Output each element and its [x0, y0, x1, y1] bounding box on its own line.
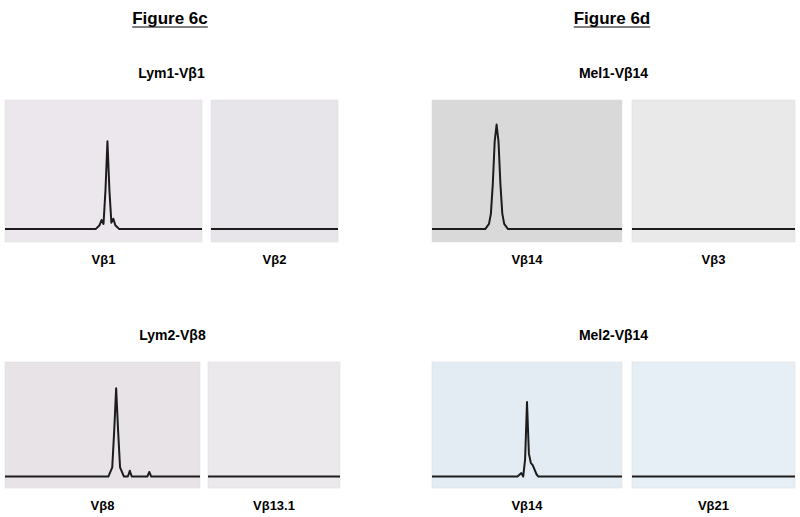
figure-heading: Figure 6d [574, 9, 651, 28]
plot-area [632, 100, 795, 242]
marks [208, 476, 340, 477]
panel [5, 362, 200, 488]
x-label: Vβ3 [702, 252, 726, 267]
panel [211, 100, 338, 242]
x-label: Vβ2 [263, 252, 287, 267]
x-label: Vβ14 [511, 252, 543, 267]
trace [5, 141, 202, 229]
x-label: Vβ21 [698, 498, 729, 513]
marks [432, 402, 622, 476]
trace [5, 388, 200, 476]
panel-title: Mel2-Vβ14 [579, 327, 648, 343]
plot-area [632, 362, 795, 488]
trace [632, 476, 795, 478]
plot-area [432, 362, 622, 488]
figure: Figure 6c Figure 6d Vβ1 Lym1-Vβ1 Vβ2 Vβ8 Lym2-… [0, 0, 800, 517]
plot-area [211, 100, 338, 242]
panel [432, 100, 622, 242]
panel-title: Mel1-Vβ14 [579, 65, 648, 81]
marks [211, 229, 338, 230]
plot-area [208, 362, 340, 488]
x-label: Vβ1 [92, 252, 116, 267]
plot-area [432, 100, 622, 242]
panel [632, 362, 795, 488]
heading-underline [574, 26, 651, 27]
x-label: Vβ8 [91, 498, 115, 513]
trace [211, 228, 338, 230]
plot-area [5, 100, 202, 242]
trace [208, 476, 340, 478]
trace [432, 125, 622, 230]
panel [5, 100, 202, 242]
marks [5, 388, 200, 476]
marks [632, 476, 795, 477]
marks [632, 229, 795, 230]
trace [632, 228, 795, 230]
plot-area [5, 362, 200, 488]
panel [632, 100, 795, 242]
x-label: Vβ14 [511, 498, 543, 513]
trace [432, 402, 622, 476]
marks [5, 141, 202, 229]
panel-title: Lym1-Vβ1 [138, 65, 205, 81]
panel [432, 362, 622, 488]
panel-title: Lym2-Vβ8 [139, 327, 206, 343]
panel [208, 362, 340, 488]
heading-underline [132, 26, 208, 27]
marks [432, 125, 622, 230]
x-label: Vβ13.1 [253, 498, 295, 513]
figure-heading: Figure 6c [132, 9, 208, 28]
